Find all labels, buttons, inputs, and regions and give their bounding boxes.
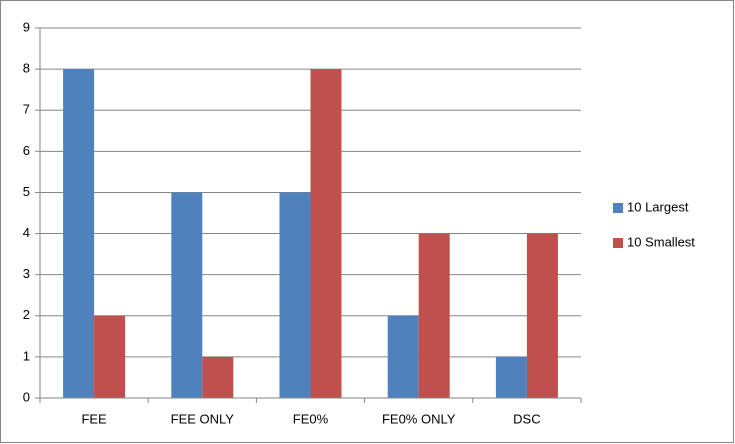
legend-label: 10 Smallest <box>627 234 695 249</box>
y-tick-label: 5 <box>23 184 30 199</box>
legend-label: 10 Largest <box>627 199 689 214</box>
x-tick-label: DSC <box>513 411 540 426</box>
bar <box>171 192 203 398</box>
y-tick-label: 4 <box>23 225 30 240</box>
x-tick-label: FE0% ONLY <box>382 411 456 426</box>
bar <box>202 356 234 398</box>
bar <box>279 192 311 398</box>
y-tick-label: 7 <box>23 102 30 117</box>
y-tick-label: 6 <box>23 143 30 158</box>
y-tick-label: 1 <box>23 348 30 363</box>
y-tick-label: 9 <box>23 19 30 34</box>
bar <box>526 233 558 398</box>
bar <box>387 315 419 398</box>
y-tick-label: 2 <box>23 307 30 322</box>
legend-swatch <box>613 238 623 248</box>
legend-swatch <box>613 203 623 213</box>
y-tick-label: 3 <box>23 266 30 281</box>
bar <box>495 356 527 398</box>
x-tick-label: FEE <box>81 411 107 426</box>
bar <box>94 315 126 398</box>
bar <box>310 69 342 398</box>
bar <box>63 69 95 398</box>
x-tick-label: FEE ONLY <box>171 411 235 426</box>
bar <box>418 233 450 398</box>
x-tick-label: FE0% <box>293 411 329 426</box>
y-tick-label: 8 <box>23 61 30 76</box>
y-tick-label: 0 <box>23 389 30 404</box>
